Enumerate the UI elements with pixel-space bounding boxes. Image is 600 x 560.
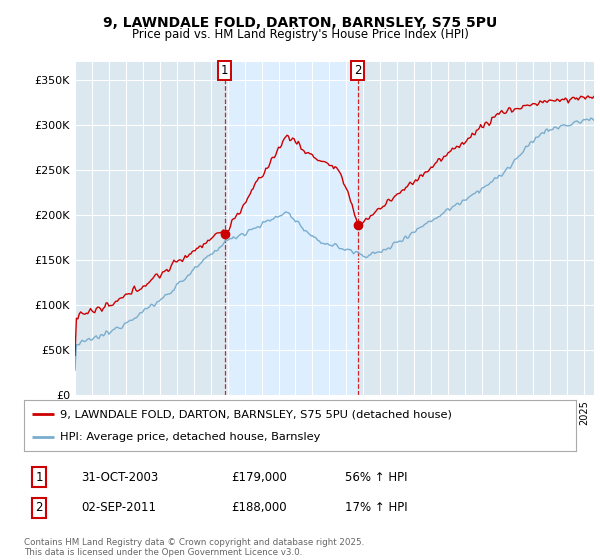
Text: HPI: Average price, detached house, Barnsley: HPI: Average price, detached house, Barn… bbox=[60, 432, 320, 442]
Text: £188,000: £188,000 bbox=[231, 501, 287, 515]
Bar bbox=[225, 62, 358, 395]
Text: Price paid vs. HM Land Registry's House Price Index (HPI): Price paid vs. HM Land Registry's House … bbox=[131, 28, 469, 41]
Text: 31-OCT-2003: 31-OCT-2003 bbox=[81, 470, 158, 484]
Text: 1: 1 bbox=[221, 64, 229, 77]
Text: 56% ↑ HPI: 56% ↑ HPI bbox=[345, 470, 407, 484]
Text: 2: 2 bbox=[35, 501, 43, 515]
Text: £179,000: £179,000 bbox=[231, 470, 287, 484]
Text: 17% ↑ HPI: 17% ↑ HPI bbox=[345, 501, 407, 515]
Text: 02-SEP-2011: 02-SEP-2011 bbox=[81, 501, 156, 515]
Text: 9, LAWNDALE FOLD, DARTON, BARNSLEY, S75 5PU: 9, LAWNDALE FOLD, DARTON, BARNSLEY, S75 … bbox=[103, 16, 497, 30]
Text: 2: 2 bbox=[354, 64, 361, 77]
Text: 9, LAWNDALE FOLD, DARTON, BARNSLEY, S75 5PU (detached house): 9, LAWNDALE FOLD, DARTON, BARNSLEY, S75 … bbox=[60, 409, 452, 419]
Text: Contains HM Land Registry data © Crown copyright and database right 2025.
This d: Contains HM Land Registry data © Crown c… bbox=[24, 538, 364, 557]
Text: 1: 1 bbox=[35, 470, 43, 484]
